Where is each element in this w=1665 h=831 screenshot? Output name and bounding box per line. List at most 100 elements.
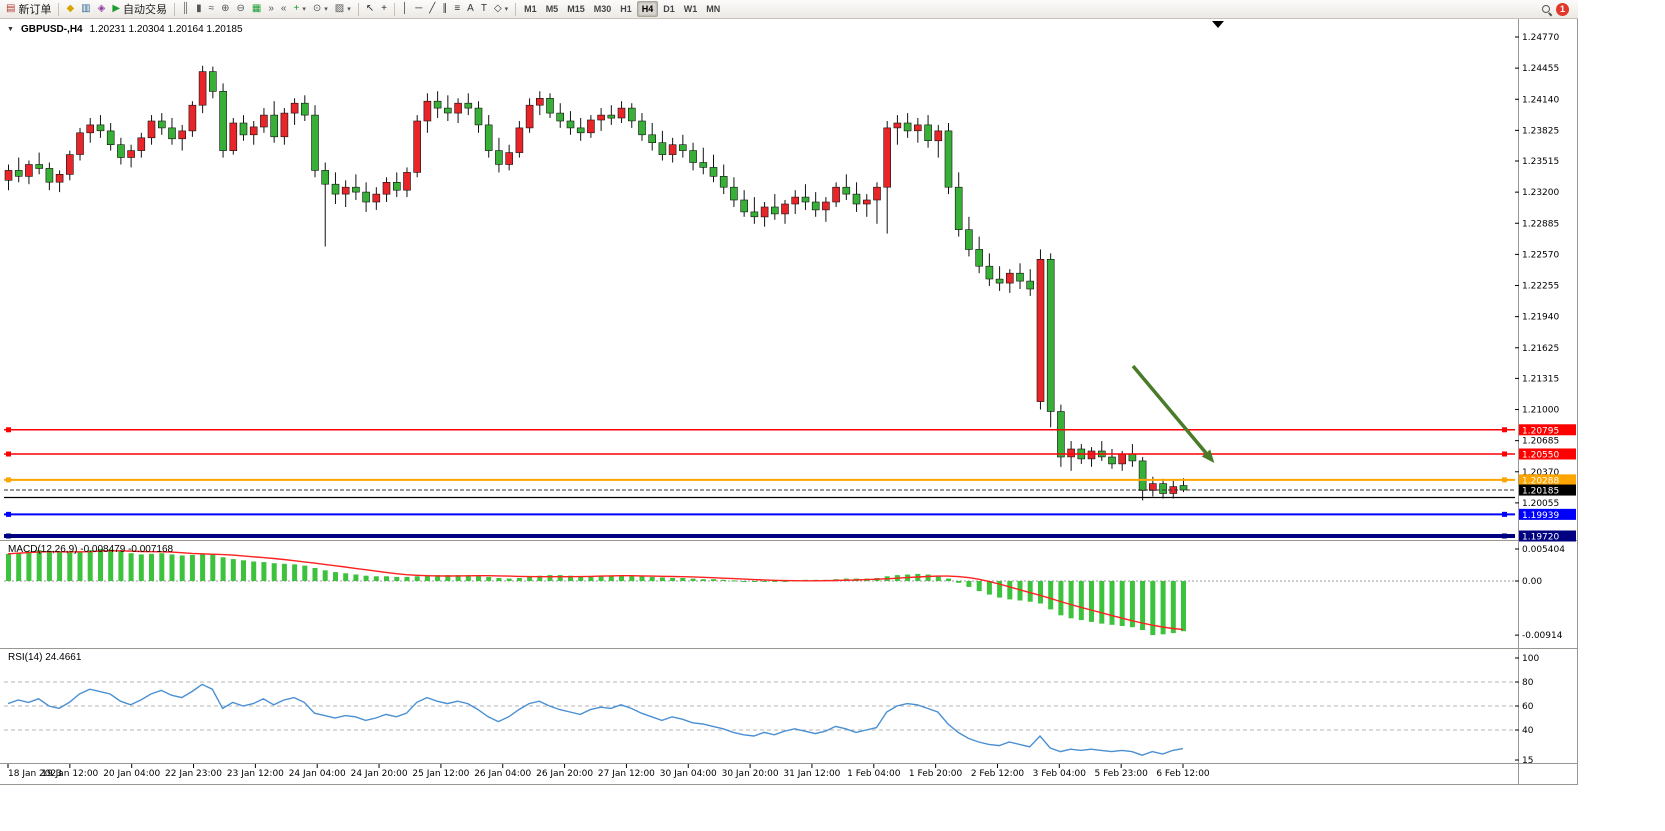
svg-text:1.20795: 1.20795 [1522, 426, 1559, 436]
svg-text:25 Jan 12:00: 25 Jan 12:00 [412, 769, 469, 779]
trend-arrow[interactable] [1131, 364, 1215, 463]
line-chart-icon: ≈ [208, 3, 215, 14]
horizontal-line-icon: ─ [415, 3, 423, 14]
label-button[interactable]: T [478, 1, 490, 17]
autotrading-icon: ▶ [112, 3, 121, 14]
toolbar-separator [357, 2, 359, 16]
new-order-button[interactable]: ▤ 新订单 [3, 1, 54, 17]
svg-text:18 Jan 2023: 18 Jan 2023 [8, 769, 62, 779]
chevron-down-icon: ▾ [324, 6, 328, 13]
bar-chart-button[interactable]: ║ [179, 1, 192, 17]
line-handle[interactable] [6, 451, 11, 457]
svg-text:22 Jan 23:00: 22 Jan 23:00 [165, 769, 222, 779]
macd-indicator: 0.005404 0.00 -0.00914 [4, 545, 1565, 641]
timeframe-m30-button[interactable]: M30 [590, 1, 616, 17]
line-handle[interactable] [1502, 477, 1507, 483]
rsi-indicator: 100 80 60 40 15 [4, 654, 1539, 766]
notification-badge[interactable]: 1 [1556, 2, 1569, 16]
svg-text:1.21000: 1.21000 [1522, 406, 1559, 416]
chevron-down-icon: ▾ [347, 6, 351, 13]
tile-windows-button[interactable]: ▦ [249, 1, 264, 17]
chart-header: ▼ GBPUSD-,H4 1.20231 1.20304 1.20164 1.2… [7, 24, 243, 35]
text-button[interactable]: A [464, 1, 477, 17]
svg-text:20 Jan 04:00: 20 Jan 04:00 [103, 769, 160, 779]
shapes-button[interactable]: ◇ ▾ [491, 1, 511, 17]
timeframe-h1-button-label: H1 [620, 4, 632, 14]
periods-icon: ⊙ [312, 3, 322, 14]
timeframe-h4-button[interactable]: H4 [636, 1, 659, 17]
svg-text:1.21940: 1.21940 [1522, 313, 1559, 323]
macd-label: MACD(12,26,9) -0.008479 -0.007168 [8, 544, 174, 555]
horizontal-line-button[interactable]: ─ [412, 1, 425, 17]
line-handle[interactable] [1502, 451, 1507, 457]
vertical-line-button[interactable]: │ [399, 1, 411, 17]
zoom-in-button[interactable]: ⊕ [218, 1, 232, 17]
svg-text:100: 100 [1522, 654, 1539, 664]
alerts-button[interactable]: ◈ [95, 1, 109, 17]
chart-shift-button[interactable]: « [278, 1, 290, 17]
line-handle[interactable] [6, 427, 11, 433]
svg-text:1.20185: 1.20185 [1522, 487, 1559, 497]
line-handle[interactable] [6, 477, 11, 483]
autotrading-button-label: 自动交易 [123, 4, 168, 16]
toolbar-separator [393, 2, 395, 16]
svg-text:0.00: 0.00 [1522, 577, 1542, 587]
crosshair-icon: + [381, 3, 387, 14]
rsi-label: RSI(14) 24.4661 [8, 652, 82, 663]
candlestick-chart-button[interactable]: ▮ [193, 1, 205, 17]
timeframe-mn-button[interactable]: MN [702, 1, 724, 17]
line-handle[interactable] [6, 511, 11, 517]
line-handle[interactable] [1502, 533, 1507, 539]
timeframe-m1-button[interactable]: M1 [520, 1, 541, 17]
search-button[interactable] [1538, 1, 1555, 17]
toolbar-separator [58, 2, 60, 16]
svg-text:1.20370: 1.20370 [1522, 468, 1559, 478]
mql-editor-button[interactable]: ◆ [63, 1, 77, 17]
templates-button[interactable]: ▨ ▾ [332, 1, 354, 17]
periods-button[interactable]: ⊙ ▾ [310, 1, 331, 17]
zoom-in-icon: ⊕ [221, 3, 230, 14]
vertical-line-icon: │ [401, 3, 409, 14]
chart-collapse-icon[interactable]: ▼ [7, 26, 14, 33]
new-order-button-label: 新订单 [18, 4, 52, 16]
profile-button[interactable]: ▥ [78, 1, 93, 17]
cursor-button[interactable]: ↖ [363, 1, 377, 17]
line-handle[interactable] [1502, 427, 1507, 433]
timeframe-m5-button-label: M5 [545, 4, 559, 14]
svg-text:60: 60 [1522, 702, 1534, 712]
line-handle[interactable] [1502, 511, 1507, 517]
timeframe-m15-button[interactable]: M15 [563, 1, 589, 17]
timeframe-w1-button[interactable]: W1 [680, 1, 702, 17]
toolbar-separator [515, 2, 517, 16]
line-handle[interactable] [6, 533, 11, 539]
price-axis: 1.24770 1.24455 1.24140 1.23825 1.23515 1.232… [1515, 33, 1559, 509]
auto-scroll-icon: » [268, 3, 274, 14]
horizontal-lines[interactable]: 1.20795 1.20550 1.20288 1.19939 1.19720 [4, 424, 1576, 543]
fibonacci-button[interactable]: ≡ [451, 1, 463, 17]
chart-ohlc-values: 1.20231 1.20304 1.20164 1.20185 [89, 24, 243, 35]
trendline-button[interactable]: ╱ [426, 1, 438, 17]
toolbar: ▤ 新订单 ◆ ▥ ◈ ▶ 自动交易 ║ ▮ ≈ ⊕ ⊖ ▦» «+ ▾ ⊙ ▾ ▨ ▾ ↖ + │ ─ ╱ ∥ ≡ A T ◇ ▾ M1 M… [0, 0, 1578, 19]
svg-text:24 Jan 20:00: 24 Jan 20:00 [351, 769, 408, 779]
timeframe-h1-button[interactable]: H1 [616, 1, 636, 17]
crosshair-button[interactable]: + [378, 1, 390, 17]
auto-scroll-button[interactable]: » [265, 1, 277, 17]
svg-text:15: 15 [1522, 756, 1533, 766]
timeframe-mn-button-label: MN [706, 4, 721, 14]
zoom-out-button[interactable]: ⊖ [234, 1, 248, 17]
price-label [1519, 448, 1576, 460]
price-label [1519, 424, 1576, 436]
svg-text:1.22255: 1.22255 [1522, 282, 1559, 292]
timeframe-m5-button[interactable]: M5 [542, 1, 563, 17]
line-chart-button[interactable]: ≈ [206, 1, 218, 17]
timeframe-d1-button[interactable]: D1 [659, 1, 679, 17]
channel-button[interactable]: ∥ [439, 1, 450, 17]
svg-text:19 Jan 12:00: 19 Jan 12:00 [41, 769, 98, 779]
svg-text:1.22885: 1.22885 [1522, 219, 1559, 229]
indicators-button[interactable]: + ▾ [290, 1, 308, 17]
svg-text:-0.00914: -0.00914 [1522, 631, 1563, 641]
current-price: 1.20185 [4, 484, 1576, 497]
zoom-out-icon: ⊖ [236, 3, 245, 14]
autotrading-button[interactable]: ▶ 自动交易 [109, 1, 170, 17]
